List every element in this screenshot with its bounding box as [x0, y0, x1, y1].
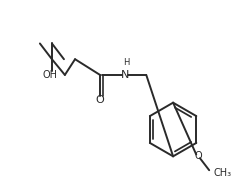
- Text: O: O: [96, 95, 104, 105]
- Text: O: O: [194, 151, 202, 161]
- Text: N: N: [121, 70, 129, 80]
- Text: OH: OH: [42, 70, 58, 80]
- Text: H: H: [123, 58, 129, 67]
- Text: CH₃: CH₃: [213, 168, 231, 178]
